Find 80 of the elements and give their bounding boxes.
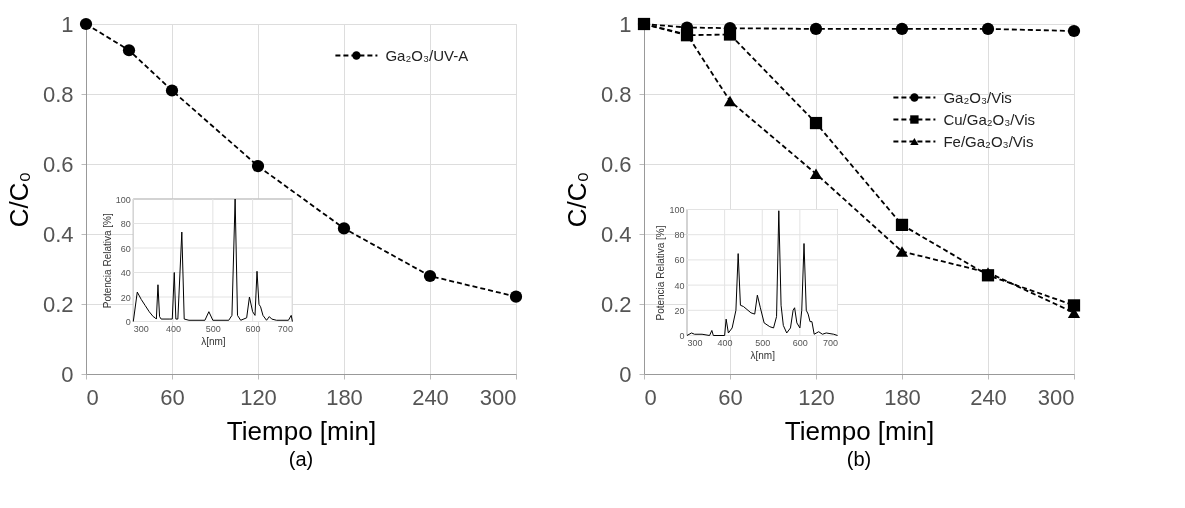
point: [723, 95, 737, 107]
x-tick-label: 700: [822, 338, 838, 348]
point: [337, 222, 351, 235]
line-series: [686, 210, 838, 336]
x-tick-label: 120: [798, 384, 835, 410]
x-tick-label: 700: [277, 324, 293, 334]
x-axis-title: Tiempo [min]: [226, 415, 377, 446]
y-tick-label: 20: [120, 292, 131, 303]
point: [251, 159, 265, 173]
point: [723, 28, 737, 41]
text: (a): [288, 448, 314, 470]
x-tick-label: 400: [717, 338, 733, 348]
x-tick-label: 240: [970, 384, 1007, 410]
x-tick-label: 60: [718, 384, 743, 410]
x-tick-label: 500: [205, 324, 221, 334]
y-axis-title: C/C₀: [3, 171, 34, 228]
x-tick-label: 120: [240, 384, 277, 410]
x-tick-label: 0: [86, 384, 99, 410]
legend-label: Cu/Ga₂O₃/Vis: [943, 110, 1036, 128]
x-tick-label: 0: [644, 384, 657, 410]
y-tick-label: 0: [619, 361, 632, 387]
point: [895, 218, 909, 232]
x-tick-label: 180: [884, 384, 921, 410]
point: [122, 44, 136, 57]
y-tick-label: 0.6: [42, 151, 74, 177]
y-tick-label: 80: [120, 219, 131, 229]
y-tick-label: 0.4: [600, 221, 632, 247]
x-axis-title: λ[nm]: [750, 350, 776, 361]
point: [809, 168, 823, 180]
x-tick-label: 60: [160, 384, 185, 410]
point: [79, 17, 93, 31]
point: [1067, 24, 1081, 38]
y-axis-title: Potencia Relativa [%]: [655, 225, 667, 321]
point: [509, 290, 523, 303]
y-tick-label: 0: [61, 361, 74, 387]
point: [165, 84, 179, 97]
point: [895, 246, 909, 257]
y-tick-label: 20: [674, 305, 685, 316]
y-tick-label: 40: [674, 280, 685, 291]
y-tick-label: 60: [120, 243, 131, 254]
x-tick-label: 600: [245, 324, 261, 334]
y-tick-label: 100: [115, 194, 131, 205]
point: [895, 22, 909, 36]
x-axis-title: λ[nm]: [201, 336, 226, 347]
y-tick-label: 100: [669, 205, 685, 215]
y-tick-label: 1: [61, 11, 74, 37]
legend-label: Fe/Ga₂O₃/Vis: [943, 132, 1034, 150]
point: [809, 116, 823, 130]
y-tick-label: 1: [619, 11, 632, 37]
y-tick-label: 0.8: [600, 81, 632, 107]
text: (b): [846, 448, 872, 470]
legend-label: Ga₂O₃/Vis: [943, 88, 1012, 106]
x-tick-label: 300: [133, 324, 149, 334]
x-tick-label: 300: [687, 338, 703, 348]
x-tick-label: 240: [412, 384, 449, 410]
point: [981, 22, 995, 36]
y-tick-label: 60: [674, 255, 685, 266]
y-tick-label: 0.6: [600, 151, 632, 177]
point: [1067, 299, 1081, 312]
x-tick-label: 400: [166, 324, 182, 334]
x-tick-label: 500: [755, 338, 771, 348]
x-axis-title: Tiempo [min]: [784, 415, 935, 446]
y-tick-label: 0.2: [600, 291, 632, 317]
x-tick-label: 300: [479, 384, 517, 410]
line-series: [132, 198, 293, 322]
y-axis-title: C/C₀: [561, 171, 592, 228]
y-tick-label: 0.4: [42, 221, 74, 247]
legend-label: Ga₂O₃/UV-A: [385, 46, 469, 64]
x-tick-label: 600: [792, 338, 808, 348]
x-tick-label: 300: [1037, 384, 1075, 410]
point: [423, 269, 437, 283]
x-tick-label: 180: [326, 384, 363, 410]
y-tick-label: 0.8: [42, 81, 74, 107]
y-tick-label: 40: [120, 268, 131, 278]
y-tick-label: 0: [679, 331, 685, 341]
y-tick-label: 80: [674, 230, 685, 241]
y-tick-label: 0: [125, 317, 131, 327]
y-axis-title: Potencia Relativa [%]: [101, 213, 113, 309]
y-tick-label: 0.2: [42, 291, 74, 317]
point: [809, 22, 823, 36]
